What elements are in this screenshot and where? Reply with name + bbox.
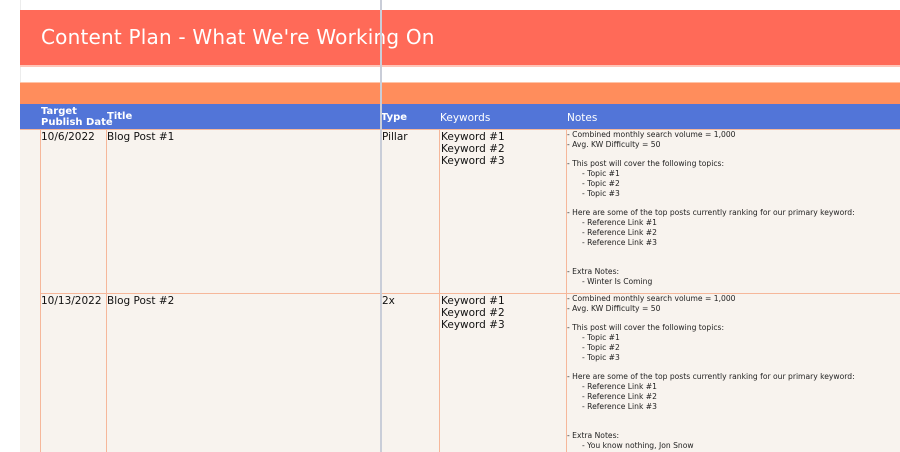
grid-line — [40, 130, 41, 452]
grid-line — [106, 130, 107, 452]
cell-keyword[interactable]: Keyword #3 — [441, 319, 505, 331]
cell-keyword[interactable]: Keyword #3 — [441, 155, 505, 167]
cell-date[interactable]: 10/13/2022 — [41, 295, 102, 307]
column-header-row: Target Publish Date Title Type Keywords … — [20, 104, 900, 130]
header-target-date-line1[interactable]: Target — [41, 106, 77, 117]
header-target-date-line2[interactable]: Publish Date — [41, 117, 113, 128]
cell-keyword[interactable]: Keyword #1 — [441, 131, 505, 143]
header-notes[interactable]: Notes — [567, 112, 598, 124]
row-divider — [40, 293, 900, 294]
header-type[interactable]: Type — [381, 112, 408, 123]
cell-keyword[interactable]: Keyword #2 — [441, 143, 505, 155]
cell-keyword[interactable]: Keyword #1 — [441, 295, 505, 307]
cell-type[interactable]: 2x — [382, 295, 395, 307]
cell-date[interactable]: 10/6/2022 — [41, 131, 95, 143]
page-title: Content Plan - What We're Working On — [41, 25, 435, 49]
table-body — [20, 130, 900, 452]
cell-title[interactable]: Blog Post #1 — [107, 131, 175, 143]
frozen-pane-divider[interactable] — [380, 0, 382, 452]
grid-line — [566, 130, 567, 452]
header-title[interactable]: Title — [107, 111, 133, 122]
title-banner[interactable]: Content Plan - What We're Working On — [20, 10, 900, 67]
cell-type[interactable]: Pillar — [382, 131, 408, 143]
cell-keyword[interactable]: Keyword #2 — [441, 307, 505, 319]
header-keywords[interactable]: Keywords — [440, 112, 491, 124]
orange-spacer-row[interactable] — [20, 82, 900, 105]
grid-line — [439, 130, 440, 452]
cell-title[interactable]: Blog Post #2 — [107, 295, 175, 307]
sheet-left-margin — [0, 0, 21, 452]
